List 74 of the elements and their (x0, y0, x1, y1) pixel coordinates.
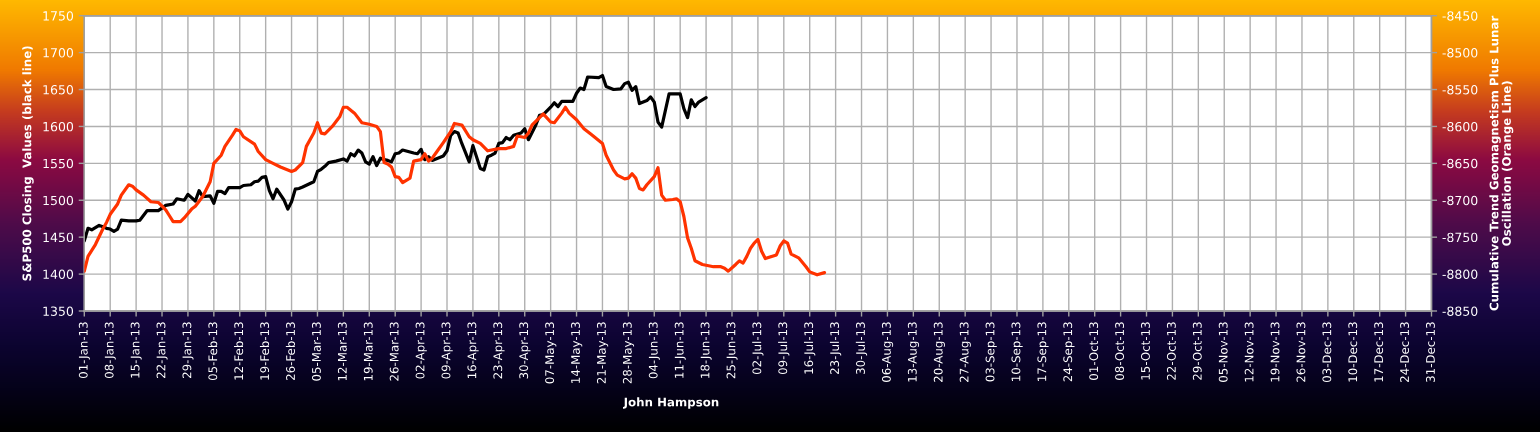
y-tick-label: 1750 (43, 11, 74, 21)
x-tick-label: 07-May-13 (545, 322, 557, 384)
x-tick-label: 19-Feb-13 (259, 322, 270, 380)
x-tick-label: 08-Jan-13 (104, 322, 116, 379)
x-tick-label: 09-Apr-13 (441, 322, 453, 379)
x-tick-label: 05-Nov-13 (1218, 322, 1228, 382)
x-tick-label: 22-Jan-13 (156, 322, 168, 378)
x-tick-label: 27-Aug-13 (959, 322, 971, 382)
x-tick-label: 29-Oct-13 (1192, 322, 1202, 380)
x-tick-label: 03-Dec-13 (1322, 322, 1332, 383)
y-tick-label: 1400 (43, 269, 74, 280)
y2-tick-label: -8700 (1442, 195, 1478, 206)
x-tick-label: 21-May-13 (596, 322, 609, 384)
x-tick-label: 19-Mar-13 (363, 322, 373, 381)
x-tick-label: 16-Apr-13 (467, 322, 479, 379)
x-tick-label: 19-Nov-13 (1270, 322, 1280, 382)
x-tick-label: 29-Jan-13 (182, 322, 194, 378)
x-tick-label: 06-Aug-13 (881, 322, 894, 382)
x-tick-label: 10-Dec-13 (1348, 322, 1358, 382)
x-tick-label: 04-Jun-13 (648, 322, 660, 379)
y-tick-label: 1450 (43, 232, 74, 243)
x-tick-label: 23-Apr-13 (493, 322, 505, 379)
y-tick-label: 1650 (43, 85, 74, 95)
x-tick-label: 26-Nov-13 (1296, 322, 1306, 382)
x-tick-label: 03-Sep-13 (985, 322, 997, 382)
y-tick-label: 1700 (43, 48, 74, 58)
x-tick-label: 30-Apr-13 (519, 322, 531, 379)
x-tick-label: 24-Dec-13 (1400, 322, 1410, 382)
x-tick-label: 30-Jul-13 (855, 322, 868, 374)
x-tick-label: 24-Sep-13 (1063, 322, 1075, 382)
x-tick-label: 15-Oct-13 (1141, 322, 1150, 380)
x-tick-label: 01-Jan-13 (78, 322, 90, 379)
y-axis-title: S&P500 Closing Values (black line) (22, 46, 34, 281)
x-tick-label: 14-May-13 (571, 322, 583, 383)
y2-tick-label: -8600 (1442, 121, 1478, 132)
y2-tick-label: -8750 (1442, 232, 1478, 243)
x-tick-label: 01-Oct-13 (1089, 322, 1099, 380)
x-tick-label: 28-May-13 (622, 322, 635, 384)
x-tick-label: 11-Jun-13 (674, 322, 686, 378)
x-tick-label: 25-Jun-13 (726, 322, 738, 379)
x-tick-label: 17-Dec-13 (1374, 322, 1384, 382)
x-tick-label: 10-Sep-13 (1011, 322, 1023, 381)
x-tick-label: 02-Apr-13 (415, 322, 427, 379)
x-tick-label: 09-Jul-13 (778, 322, 790, 375)
y2-tick-label: -8850 (1442, 306, 1478, 316)
x-tick-label: 05-Mar-13 (311, 322, 321, 381)
x-tick-label: 20-Aug-13 (933, 322, 945, 382)
x-tick-label: 23-Jul-13 (829, 322, 842, 375)
x-tick-label: 15-Jan-13 (130, 322, 142, 378)
x-tick-label: 12-Nov-13 (1244, 322, 1254, 382)
y2-tick-label: -8550 (1442, 85, 1478, 95)
y2-tick-label: -8450 (1442, 11, 1478, 21)
x-tick-label: 12-Mar-13 (337, 322, 347, 381)
y-tick-label: 1600 (43, 121, 74, 132)
x-tick-label: 26-Feb-13 (285, 322, 295, 381)
x-tick-label: 05-Feb-13 (208, 322, 218, 381)
x-tick-label: 13-Aug-13 (907, 322, 920, 382)
x-tick-label: 02-Jul-13 (752, 322, 764, 375)
x-tick-label: 17-Sep-13 (1037, 322, 1049, 381)
text: John Hampson (623, 397, 719, 409)
x-tick-label: 16-Jul-13 (804, 322, 816, 374)
y-tick-label: 1550 (43, 158, 74, 169)
x-tick-label: 08-Oct-13 (1115, 322, 1125, 380)
y2-tick-label: -8500 (1442, 48, 1478, 58)
x-tick-label: 26-Mar-13 (389, 322, 399, 381)
x-tick-label: 22-Oct-13 (1166, 322, 1176, 380)
y-tick-label: 1350 (43, 306, 74, 316)
x-tick-label: 18-Jun-13 (700, 322, 712, 378)
x-tick-label: 12-Feb-13 (234, 322, 244, 380)
y2-tick-label: -8650 (1442, 158, 1478, 169)
y2-tick-label: -8800 (1442, 269, 1478, 280)
y-tick-label: 1500 (43, 195, 74, 206)
x-tick-label: 31-Dec-13 (1426, 322, 1435, 382)
y2-axis-title: Cumulative Trend Geomagnetism Plus Lunar Oscillation (Orange Line) (1489, 15, 1514, 311)
